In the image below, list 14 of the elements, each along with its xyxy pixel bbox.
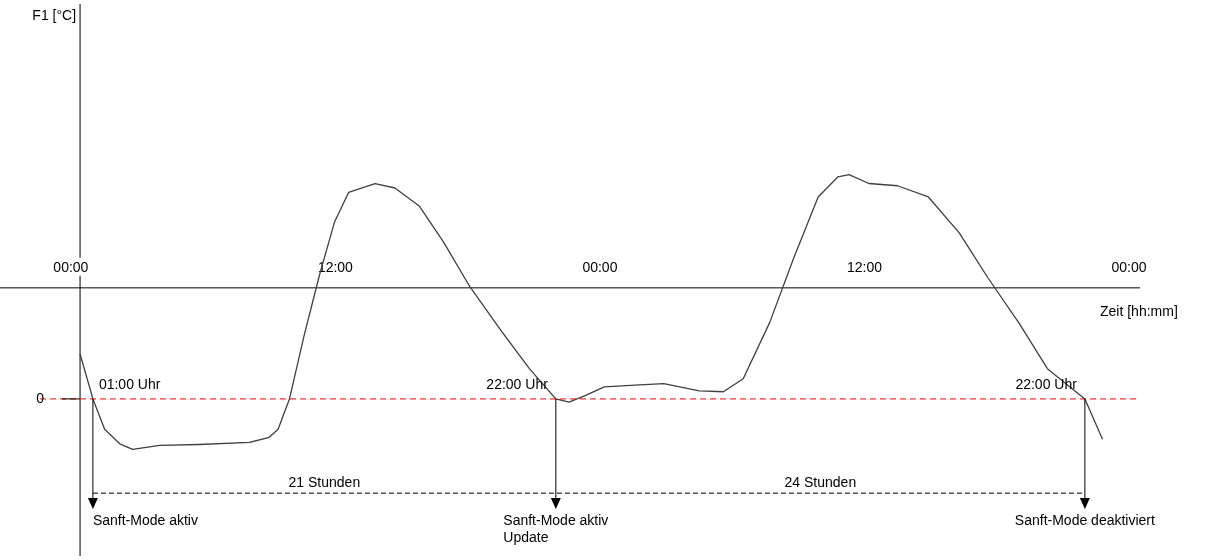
text: Sanft-Mode deaktiviert: [1014, 511, 1156, 528]
text: F1 [°C]: [32, 7, 77, 23]
text: 21 Stunden: [288, 474, 361, 491]
x-axis-title: Zeit [hh:mm]: [1100, 302, 1178, 319]
x-tick-label: 00:00: [53, 258, 89, 275]
text: Sanft-Mode aktiv Update: [503, 511, 609, 545]
x-tick-label: 00:00: [1111, 258, 1147, 275]
text: Sanft-Mode aktiv: [92, 511, 198, 528]
ref-line-label: 0: [36, 389, 45, 406]
x-tick-label: 12:00: [846, 258, 883, 275]
annotation: 01:00 Uhr: [98, 375, 161, 392]
text: 24 Stunden: [784, 474, 857, 491]
x-tick-label: 12:00: [317, 258, 354, 275]
x-tick-label: 00:00: [582, 258, 618, 275]
